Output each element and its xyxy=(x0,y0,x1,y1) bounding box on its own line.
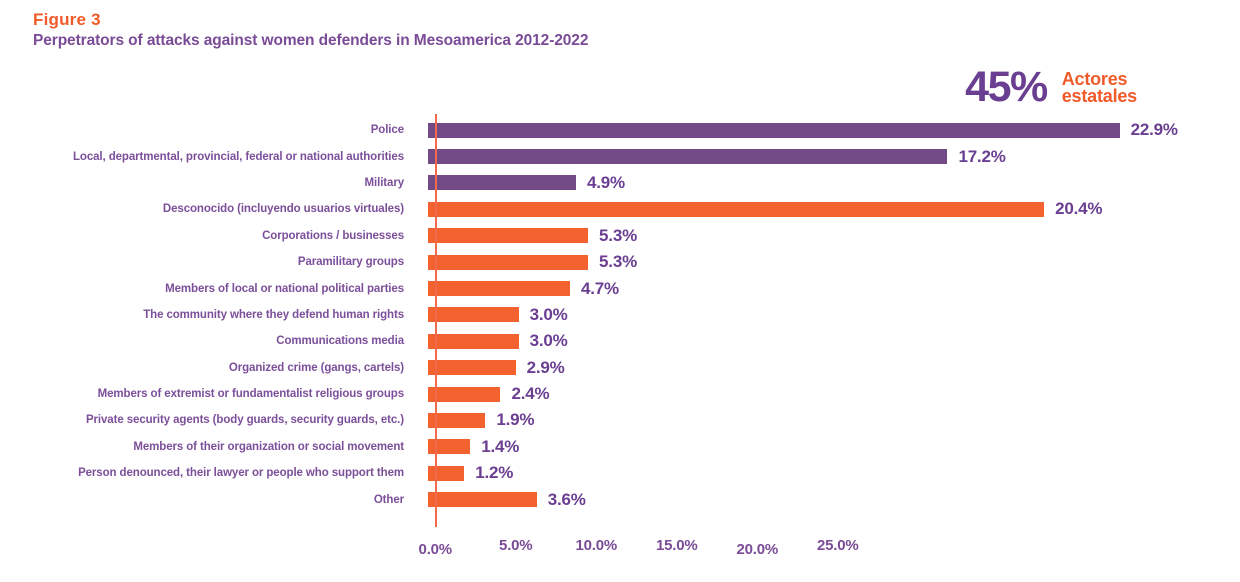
state-actors-percentage: 45% xyxy=(965,63,1048,111)
category-label: Desconocido (incluyendo usuarios virtual… xyxy=(162,203,404,216)
bar xyxy=(428,307,519,323)
bar xyxy=(428,254,589,270)
bar-row: Desconocido (incluyendo usuarios virtual… xyxy=(0,196,1240,222)
figure-label: Figure 3 xyxy=(33,10,101,29)
value-label: 1.4% xyxy=(481,436,520,456)
category-label: Military xyxy=(364,176,405,189)
bar-track: 5.3% xyxy=(420,252,1240,272)
value-label: 20.4% xyxy=(1055,199,1103,219)
category-label: The community where they defend human ri… xyxy=(143,308,404,321)
bar-row: Police 22.9% xyxy=(0,117,1240,143)
value-label: 3.6% xyxy=(547,489,586,509)
category-label: Private security agents (body guards, se… xyxy=(85,414,404,427)
bar xyxy=(428,465,465,481)
bar-chart: Police 22.9% Local, departmental, provinci… xyxy=(0,114,1240,558)
value-label: 1.9% xyxy=(496,410,535,430)
bar-row: Person denounced, their lawyer or people… xyxy=(0,460,1240,486)
value-label: 17.2% xyxy=(958,146,1006,166)
value-label: 3.0% xyxy=(529,304,568,324)
figure-title: Perpetrators of attacks against women de… xyxy=(33,32,589,49)
bar-row: Paramilitary groups 5.3% xyxy=(0,249,1240,275)
bar xyxy=(428,175,576,191)
value-label: 2.9% xyxy=(526,357,565,377)
value-label: 4.9% xyxy=(586,172,625,192)
category-label: Other xyxy=(373,493,404,506)
category-label: Members of extremist or fundamentalist r… xyxy=(97,388,404,401)
bar-row: Members of local or national political p… xyxy=(0,275,1240,301)
bar-rows: Police 22.9% Local, departmental, provinci… xyxy=(0,117,1240,513)
value-label: 3.0% xyxy=(529,331,568,351)
state-actors-label: Actores estatales xyxy=(1061,68,1137,106)
bar-track: 1.2% xyxy=(420,463,1240,483)
bar-track: 3.0% xyxy=(420,331,1240,351)
bar xyxy=(428,439,471,455)
category-label: Person denounced, their lawyer or people… xyxy=(78,467,404,480)
value-label: 5.3% xyxy=(599,252,637,272)
x-axis-ticks: 0.0% 5.0% 10.0% 15.0% 20.0% 25.0% xyxy=(395,537,878,558)
category-label: Communications media xyxy=(276,335,404,348)
bar xyxy=(428,228,589,244)
bar xyxy=(428,360,516,376)
x-tick-label: 20.0% xyxy=(736,541,779,558)
category-label: Organized crime (gangs, cartels) xyxy=(228,361,404,374)
bar xyxy=(428,201,1045,217)
state-actors-callout: 45% Actores estatales xyxy=(965,66,1137,109)
bar-track: 3.0% xyxy=(420,305,1240,325)
bar-row: Communications media 3.0% xyxy=(0,328,1240,354)
bar xyxy=(428,149,948,165)
value-label: 5.3% xyxy=(599,225,637,245)
bar-track: 20.4% xyxy=(420,199,1240,219)
value-label: 2.4% xyxy=(511,384,550,404)
category-label: Local, departmental, provincial, federal… xyxy=(72,150,404,163)
bar-track: 22.9% xyxy=(420,120,1240,140)
y-axis-line xyxy=(435,114,437,527)
bar-track: 1.4% xyxy=(420,437,1240,457)
category-label: Members of local or national political p… xyxy=(165,282,404,295)
bar-row: Private security agents (body guards, se… xyxy=(0,407,1240,433)
bar-row: Members of their organization or social … xyxy=(0,434,1240,460)
category-label: Members of their organization or social … xyxy=(133,440,404,453)
state-actors-label-line: estatales xyxy=(1061,85,1137,106)
bar-row: Corporations / businesses 5.3% xyxy=(0,223,1240,249)
bar-track: 4.9% xyxy=(420,173,1240,193)
bar-track: 3.6% xyxy=(420,490,1240,510)
bar-track: 1.9% xyxy=(420,410,1240,430)
value-label: 4.7% xyxy=(580,278,619,298)
x-tick-label: 25.0% xyxy=(816,537,859,554)
state-actors-label-line: Actores xyxy=(1061,68,1128,89)
bar-row: Members of extremist or fundamentalist r… xyxy=(0,381,1240,407)
x-tick-label: 15.0% xyxy=(655,537,698,554)
bar xyxy=(428,492,537,508)
bar-track: 17.2% xyxy=(420,147,1240,167)
bar xyxy=(428,386,501,402)
bar xyxy=(428,333,519,349)
x-tick-label: 0.0% xyxy=(418,541,453,558)
bar-row: Local, departmental, provincial, federal… xyxy=(0,143,1240,169)
value-label: 1.2% xyxy=(475,463,514,483)
x-tick-label: 10.0% xyxy=(575,537,618,554)
bar xyxy=(428,122,1120,138)
bar xyxy=(428,281,570,297)
category-label: Police xyxy=(370,124,404,137)
bar xyxy=(428,412,486,428)
bar-row: Other 3.6% xyxy=(0,486,1240,512)
bar-track: 4.7% xyxy=(420,279,1240,299)
bar-track: 2.9% xyxy=(420,358,1240,378)
value-label: 22.9% xyxy=(1130,120,1178,140)
category-label: Paramilitary groups xyxy=(297,256,404,269)
x-tick-label: 5.0% xyxy=(499,537,533,554)
bar-track: 2.4% xyxy=(420,384,1240,404)
bar-row: Organized crime (gangs, cartels) 2.9% xyxy=(0,355,1240,381)
bar-track: 5.3% xyxy=(420,226,1240,246)
category-label: Corporations / businesses xyxy=(262,229,404,242)
bar-row: The community where they defend human ri… xyxy=(0,302,1240,328)
bar-row: Military 4.9% xyxy=(0,170,1240,196)
